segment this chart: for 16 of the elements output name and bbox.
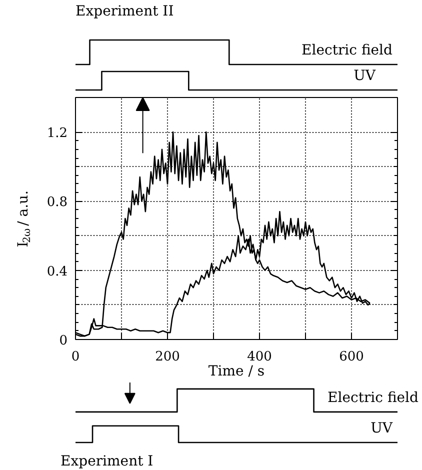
series-label: UV	[370, 420, 394, 436]
x-tick-label: 400	[247, 350, 272, 364]
y-tick-label: 0.4	[46, 264, 68, 280]
y-tick-label: 1.2	[46, 126, 68, 142]
text: Experiment I	[60, 454, 154, 470]
y-axis-title: I2ω / a.u.	[16, 190, 33, 248]
series-label: Electric field	[302, 42, 393, 58]
y-tick-label: 0	[59, 334, 68, 348]
series-label: UV	[354, 68, 376, 84]
x-tick-label: 0	[71, 350, 80, 364]
x-tick-label: 600	[339, 350, 364, 364]
y-tick-label: 0.8	[46, 195, 68, 210]
chart-title: Experiment II	[76, 4, 174, 20]
x-axis-title: Time / s	[208, 364, 265, 380]
x-tick-label: 200	[155, 350, 180, 364]
series-label: Electric field	[328, 390, 419, 406]
